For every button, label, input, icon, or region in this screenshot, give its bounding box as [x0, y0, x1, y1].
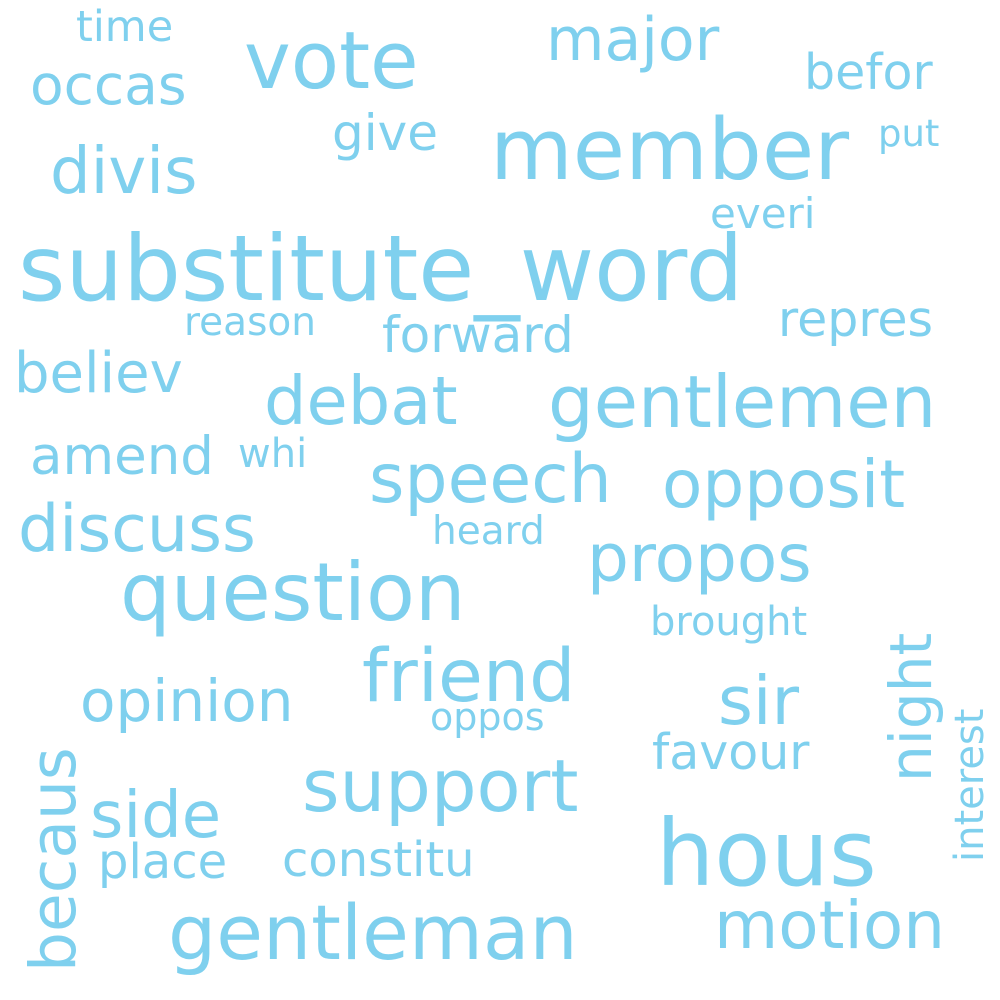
word-side: side — [90, 779, 222, 853]
word-time: time — [76, 2, 174, 52]
word-place: place — [98, 834, 228, 890]
word-favour: favour — [652, 724, 810, 781]
word-whi: whi — [238, 431, 308, 477]
word-support: support — [302, 744, 579, 828]
word-speech: speech — [369, 440, 612, 519]
word-vote: vote — [244, 15, 419, 107]
word-opposit: opposit — [662, 446, 906, 523]
word-divis: divis — [50, 135, 198, 209]
word-reason: reason — [184, 300, 316, 345]
word-discuss: discuss — [18, 492, 256, 567]
word-member: member — [490, 101, 850, 200]
word-give: give — [332, 104, 438, 162]
word-major: major — [546, 5, 720, 75]
word-forward: forward — [382, 306, 574, 364]
word-believ: believ — [14, 341, 183, 406]
word-debat: debat — [264, 362, 458, 440]
word-motion: motion — [714, 887, 946, 964]
word-becaus: becaus — [17, 747, 90, 972]
word-question: question — [120, 546, 466, 639]
word-heard: heard — [432, 509, 545, 554]
word-propos: propos — [587, 520, 812, 597]
word-hous: hous — [656, 800, 877, 907]
word-opinion: opinion — [80, 667, 294, 735]
word-night: night — [877, 632, 945, 782]
word-everi: everi — [710, 189, 816, 238]
word-gentlemen: gentlemen — [548, 360, 937, 444]
word-substitute-word: substitute_word — [18, 217, 744, 322]
word-friend: friend — [362, 634, 576, 719]
word-put: put — [878, 112, 940, 155]
word-oppos: oppos — [430, 695, 545, 739]
word-occas: occas — [30, 53, 187, 117]
word-sir: sir — [718, 662, 800, 740]
word-constitu: constitu — [282, 832, 475, 888]
word-repres: repres — [778, 291, 934, 348]
word-gentleman: gentleman — [168, 888, 578, 977]
word-interest: interest — [947, 708, 993, 862]
word-befor: befor — [804, 44, 933, 101]
word-amend: amend — [30, 426, 214, 487]
word-brought: brought — [650, 599, 808, 645]
